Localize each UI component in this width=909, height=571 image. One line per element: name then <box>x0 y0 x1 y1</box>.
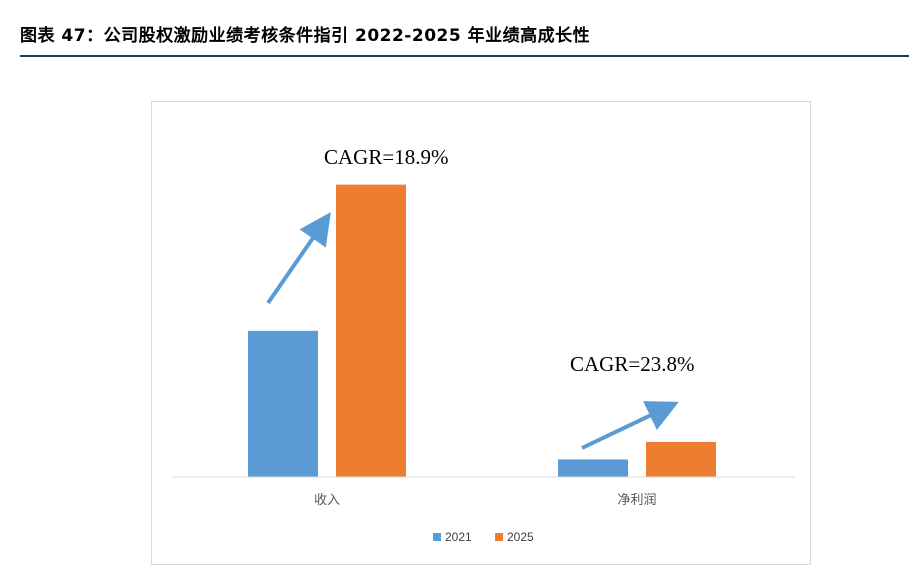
bar-2021-1 <box>558 459 628 477</box>
growth-arrow-icon <box>266 212 331 305</box>
bar-2025-1 <box>646 441 716 477</box>
growth-arrow-icon <box>581 401 679 450</box>
legend-swatch-2025 <box>495 533 503 541</box>
chart-header-title: 图表 47：公司股权激励业绩考核条件指引 2022-2025 年业绩高成长性 <box>20 26 591 46</box>
cagr-annotation: CAGR=18.9% <box>324 145 448 169</box>
category-label: 收入 <box>314 493 340 508</box>
header-divider <box>20 55 909 57</box>
cagr-annotation: CAGR=23.8% <box>570 352 694 376</box>
bar-2021-0 <box>248 330 318 477</box>
legend-label-2025: 2025 <box>507 530 534 544</box>
legend-label-2021: 2021 <box>445 530 472 544</box>
bar-2025-0 <box>336 184 406 477</box>
category-label: 净利润 <box>617 493 656 508</box>
legend-swatch-2021 <box>433 533 441 541</box>
